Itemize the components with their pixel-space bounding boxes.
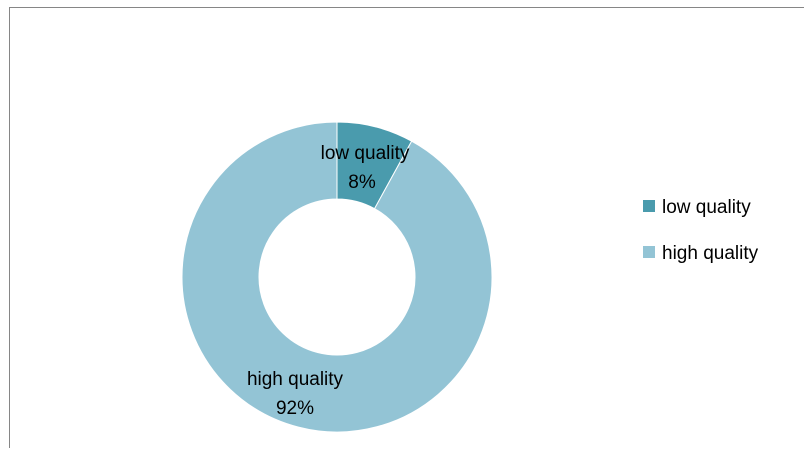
legend-label-high-quality: high quality	[662, 243, 759, 264]
donut-slice-high-quality	[181, 121, 493, 433]
slices-group	[181, 121, 493, 433]
slice-label-low-quality-value: 8%	[348, 172, 376, 193]
slice-label-low-quality-category: low quality	[321, 143, 410, 164]
data-labels-group: low quality 8% high quality 92%	[247, 143, 410, 419]
legend: low quality high quality	[643, 197, 759, 264]
legend-swatch-high-quality	[643, 246, 655, 258]
slice-label-high-quality-value: 92%	[276, 398, 314, 419]
chart-frame	[9, 7, 804, 448]
legend-swatch-low-quality	[643, 200, 655, 212]
slice-label-high-quality-category: high quality	[247, 369, 344, 390]
legend-label-low-quality: low quality	[662, 197, 751, 218]
